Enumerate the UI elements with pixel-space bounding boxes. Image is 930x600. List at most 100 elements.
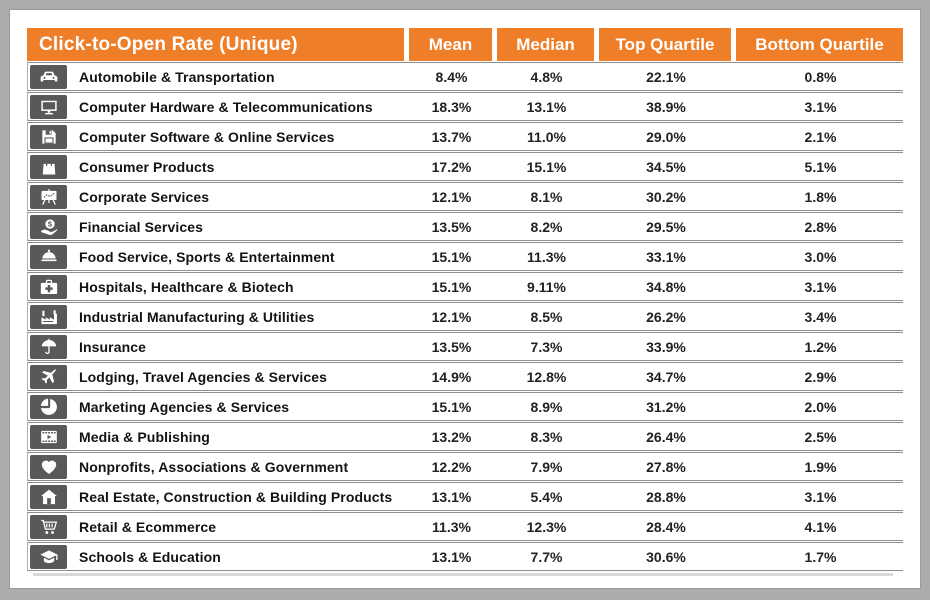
monitor-icon [30, 94, 67, 119]
bottom-quartile-value: 4.1% [804, 518, 837, 535]
top-quartile-value: 29.0% [646, 128, 686, 145]
column-header-median: Median [497, 28, 594, 61]
row-label: Computer Hardware & Telecommunications [79, 98, 373, 115]
presentation-icon [30, 184, 67, 209]
bottom-quartile-value: 2.5% [804, 428, 837, 445]
row-label: Hospitals, Healthcare & Biotech [79, 278, 294, 295]
table-row: Automobile & Transportation 8.4% 4.8% 22… [27, 62, 903, 91]
table-row: Computer Software & Online Services 13.7… [27, 122, 903, 151]
pie-chart-icon [30, 394, 67, 419]
column-header-bottom-quartile: Bottom Quartile [736, 28, 903, 61]
top-quartile-value: 31.2% [646, 398, 686, 415]
row-label: Consumer Products [79, 158, 215, 175]
row-label-cell: Food Service, Sports & Entertainment [28, 243, 405, 270]
median-value: 11.0% [527, 128, 566, 145]
median-value: 9.11% [527, 278, 566, 295]
mean-value: 13.5% [431, 338, 472, 355]
table-row: Real Estate, Construction & Building Pro… [27, 482, 903, 511]
row-label: Nonprofits, Associations & Government [79, 458, 349, 475]
bottom-quartile-value: 2.9% [804, 368, 837, 385]
row-label: Insurance [79, 338, 147, 355]
table-row: Insurance 13.5% 7.3% 33.9% 1.2% [27, 332, 903, 361]
shopping-cart-icon [30, 514, 67, 539]
mean-value: 12.2% [431, 458, 472, 475]
mean-value: 13.2% [431, 428, 472, 445]
median-value: 11.3% [527, 248, 566, 265]
top-quartile-value: 38.9% [646, 98, 686, 115]
row-label-cell: Automobile & Transportation [28, 63, 405, 90]
first-aid-icon [30, 274, 67, 299]
top-quartile-value: 33.1% [646, 248, 686, 265]
table-row: Computer Hardware & Telecommunications 1… [27, 92, 903, 121]
top-quartile-value: 34.5% [646, 158, 686, 175]
median-value: 12.8% [526, 368, 567, 385]
shopping-bag-icon [30, 154, 67, 179]
row-label-cell: Consumer Products [28, 153, 405, 180]
top-quartile-value: 33.9% [646, 338, 686, 355]
table-row: Industrial Manufacturing & Utilities 12.… [27, 302, 903, 331]
row-label-cell: Real Estate, Construction & Building Pro… [28, 483, 405, 510]
bottom-quartile-value: 1.7% [804, 548, 837, 565]
row-label-cell: Marketing Agencies & Services [28, 393, 405, 420]
row-label-cell: Corporate Services [28, 183, 405, 210]
top-quartile-value: 30.2% [646, 188, 686, 205]
mean-value: 8.4% [435, 68, 468, 85]
bottom-quartile-value: 2.8% [804, 218, 837, 235]
row-label: Computer Software & Online Services [79, 128, 335, 145]
table-drop-shadow [33, 573, 893, 576]
mean-value: 12.1% [431, 308, 472, 325]
mean-value: 15.1% [431, 398, 472, 415]
mean-value: 14.9% [431, 368, 472, 385]
row-label-cell: Nonprofits, Associations & Government [28, 453, 405, 480]
median-value: 8.2% [530, 218, 563, 235]
bottom-quartile-value: 1.9% [804, 458, 837, 475]
median-value: 13.1% [526, 98, 567, 115]
median-value: 8.5% [530, 308, 563, 325]
mean-value: 13.7% [431, 128, 472, 145]
bottom-quartile-value: 1.2% [804, 338, 837, 355]
table-body: Automobile & Transportation 8.4% 4.8% 22… [27, 62, 903, 571]
median-value: 8.3% [530, 428, 563, 445]
column-header-mean: Mean [409, 28, 492, 61]
median-value: 8.9% [530, 398, 563, 415]
heart-icon [30, 454, 67, 479]
top-quartile-value: 26.4% [646, 428, 686, 445]
media-film-icon [30, 424, 67, 449]
cloche-icon [30, 244, 67, 269]
svg-text:$: $ [47, 219, 52, 228]
row-label: Lodging, Travel Agencies & Services [79, 368, 328, 385]
median-value: 7.3% [530, 338, 563, 355]
top-quartile-value: 30.6% [646, 548, 686, 565]
mean-value: 17.2% [431, 158, 472, 175]
median-value: 5.4% [530, 488, 563, 505]
house-icon [30, 484, 67, 509]
top-quartile-value: 22.1% [646, 68, 686, 85]
umbrella-icon [30, 334, 67, 359]
bottom-quartile-value: 3.4% [804, 308, 837, 325]
table-row: Nonprofits, Associations & Government 12… [27, 452, 903, 481]
bottom-quartile-value: 3.1% [804, 278, 837, 295]
row-label: Corporate Services [79, 188, 210, 205]
row-label: Schools & Education [79, 548, 221, 565]
row-label-cell: Industrial Manufacturing & Utilities [28, 303, 405, 330]
row-label-cell: Schools & Education [28, 543, 405, 570]
table-row: Hospitals, Healthcare & Biotech 15.1% 9.… [27, 272, 903, 301]
mean-value: 12.1% [431, 188, 472, 205]
top-quartile-value: 27.8% [646, 458, 686, 475]
bottom-quartile-value: 3.0% [804, 248, 837, 265]
row-label: Retail & Ecommerce [79, 518, 217, 535]
table-row: Corporate Services 12.1% 8.1% 30.2% 1.8% [27, 182, 903, 211]
row-label-cell: $ Financial Services [28, 213, 405, 240]
mean-value: 18.3% [431, 98, 472, 115]
column-header-top-quartile: Top Quartile [599, 28, 731, 61]
row-label-cell: Insurance [28, 333, 405, 360]
table-row: Schools & Education 13.1% 7.7% 30.6% 1.7… [27, 542, 903, 571]
table-header-row: Click-to-Open Rate (Unique) Mean Median … [27, 28, 903, 61]
table-row: Food Service, Sports & Entertainment 15.… [27, 242, 903, 271]
bottom-quartile-value: 2.0% [804, 398, 837, 415]
row-label: Financial Services [79, 218, 203, 235]
median-value: 8.1% [530, 188, 563, 205]
mean-value: 13.1% [431, 488, 472, 505]
median-value: 4.8% [530, 68, 563, 85]
